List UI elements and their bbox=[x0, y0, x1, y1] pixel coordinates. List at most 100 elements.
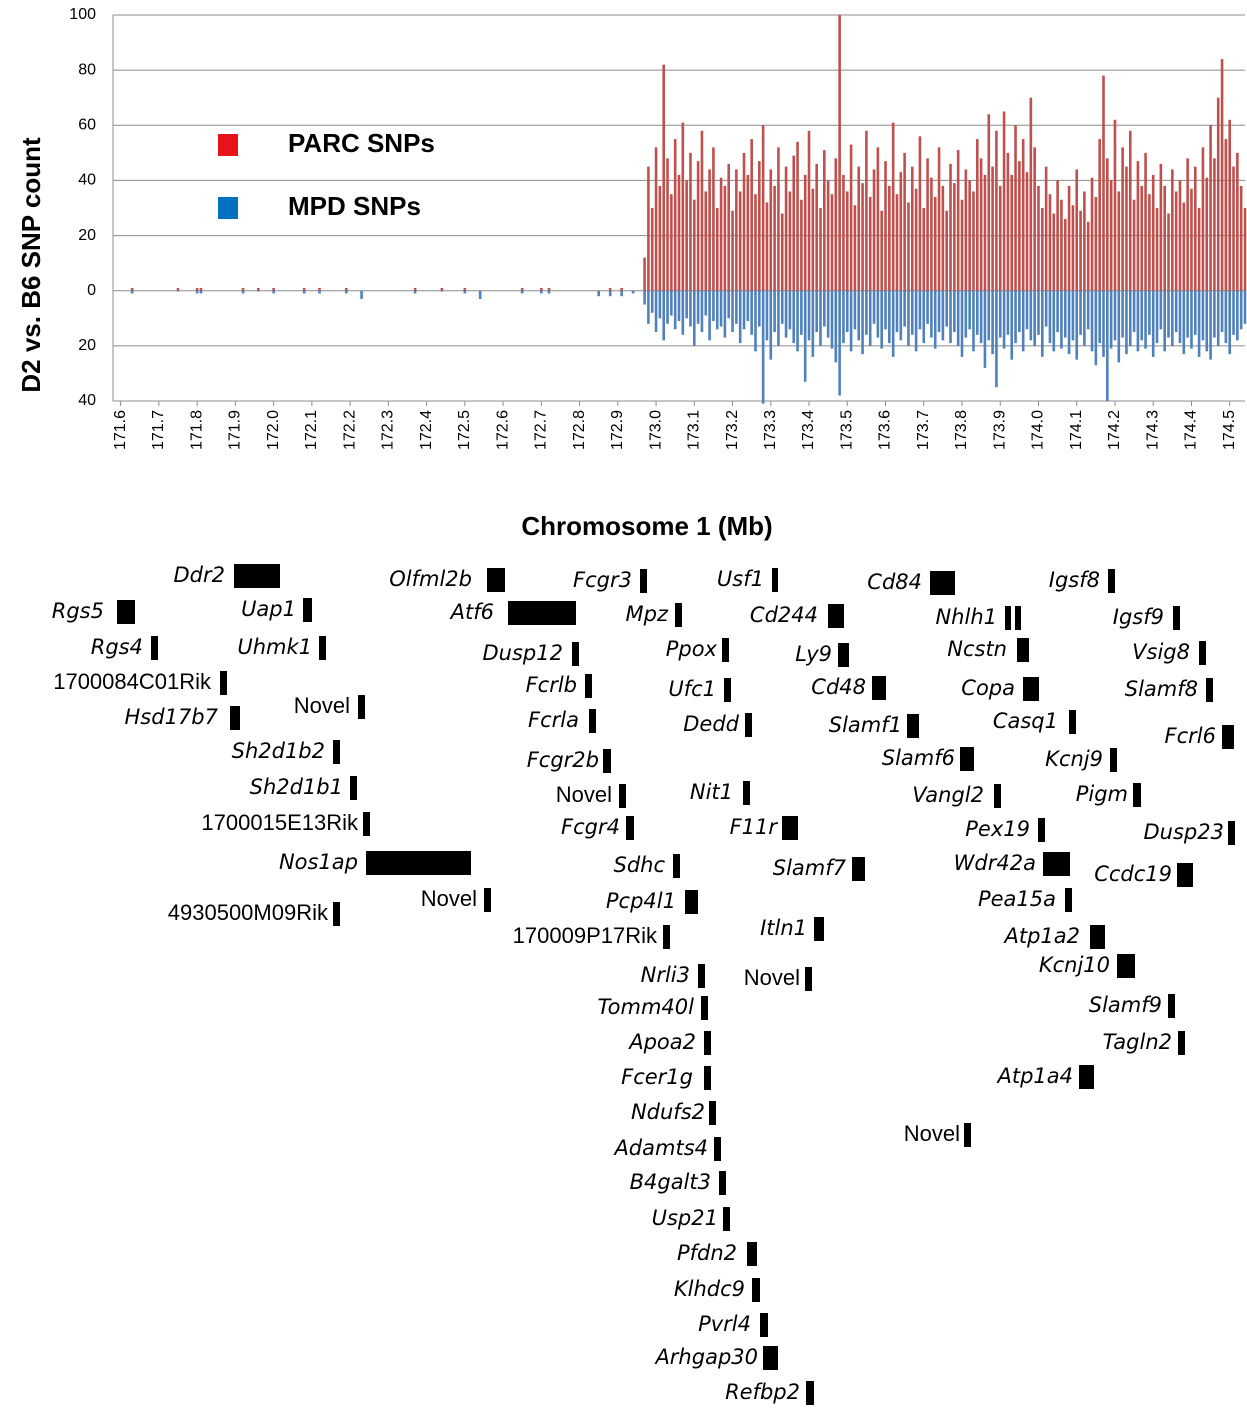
legend-label: PARC SNPs bbox=[288, 128, 435, 158]
x-tick-label: 174.4 bbox=[1183, 410, 1200, 450]
bar bbox=[1021, 139, 1025, 291]
bar bbox=[754, 290, 757, 352]
bar bbox=[956, 150, 960, 291]
gene-label: Mpz bbox=[626, 602, 669, 626]
x-tick-label: 171.9 bbox=[227, 410, 244, 450]
bar bbox=[1098, 139, 1101, 291]
bar bbox=[1136, 290, 1140, 352]
gene-label: B4galt3 bbox=[630, 1170, 711, 1194]
gene-label: Uhmk1 bbox=[237, 635, 312, 659]
bar bbox=[685, 180, 688, 291]
bar bbox=[1178, 290, 1182, 344]
gene-block bbox=[930, 571, 955, 595]
x-tick-label: 172.3 bbox=[380, 410, 397, 450]
bar bbox=[903, 152, 906, 291]
gene-block bbox=[1177, 863, 1193, 887]
gene-label: Vangl2 bbox=[912, 783, 984, 807]
gene-block bbox=[907, 714, 919, 738]
bar bbox=[1109, 180, 1113, 291]
bar bbox=[1056, 290, 1059, 333]
bar bbox=[1067, 290, 1071, 355]
bar bbox=[199, 290, 203, 294]
gene-label: Nrli3 bbox=[641, 963, 690, 987]
bar bbox=[987, 290, 991, 341]
bar bbox=[773, 185, 776, 291]
bar bbox=[1090, 177, 1094, 291]
bar bbox=[1121, 290, 1124, 338]
bar bbox=[715, 290, 719, 330]
gene-block bbox=[1090, 925, 1105, 949]
bar bbox=[903, 290, 906, 327]
bar bbox=[888, 185, 891, 291]
bar bbox=[746, 290, 750, 322]
bar bbox=[933, 196, 937, 291]
bar bbox=[689, 290, 692, 327]
bar bbox=[547, 287, 551, 291]
gene-label: Cd244 bbox=[750, 603, 818, 627]
bar bbox=[1209, 290, 1212, 360]
bar bbox=[1025, 290, 1029, 330]
gene-block bbox=[487, 568, 505, 592]
bar bbox=[895, 290, 899, 333]
bar bbox=[1079, 290, 1082, 335]
bar bbox=[723, 290, 727, 338]
y-tick-label: 40 bbox=[78, 392, 96, 409]
bar bbox=[727, 163, 731, 291]
bar bbox=[1052, 213, 1056, 291]
bar bbox=[872, 290, 876, 324]
bar bbox=[1109, 290, 1113, 349]
bar bbox=[1106, 158, 1109, 291]
gene-label: Slamf8 bbox=[1125, 677, 1198, 701]
gene-label: Uap1 bbox=[241, 597, 296, 621]
bar bbox=[1010, 174, 1014, 291]
bar bbox=[1224, 139, 1228, 291]
gene-label: Slamf1 bbox=[829, 713, 902, 737]
bar bbox=[685, 290, 688, 319]
bar bbox=[949, 163, 952, 291]
gene-block bbox=[704, 1066, 711, 1090]
bar bbox=[1044, 166, 1048, 291]
bar bbox=[800, 290, 803, 335]
bar bbox=[608, 287, 612, 291]
bar bbox=[712, 290, 715, 322]
x-tick-label: 173.4 bbox=[800, 410, 817, 450]
bar bbox=[865, 130, 868, 291]
gene-label: Cd84 bbox=[867, 570, 922, 594]
bar bbox=[658, 290, 662, 319]
bar bbox=[1052, 290, 1056, 352]
gene-block bbox=[1005, 606, 1011, 630]
gene-block bbox=[363, 812, 370, 836]
bar bbox=[1197, 290, 1201, 357]
bar bbox=[1071, 290, 1075, 341]
bar bbox=[784, 290, 788, 338]
bar bbox=[696, 161, 700, 291]
bar bbox=[930, 177, 933, 291]
bar bbox=[1216, 290, 1220, 346]
y-axis-title: D2 vs. B6 SNP count bbox=[16, 137, 46, 393]
x-axis-title: Chromosome 1 (Mb) bbox=[521, 511, 772, 541]
bar bbox=[1071, 205, 1075, 291]
gene-block bbox=[619, 784, 626, 808]
bar bbox=[463, 290, 467, 294]
bar bbox=[880, 290, 883, 349]
gene-label: 4930500M09Rik bbox=[168, 900, 329, 925]
bar bbox=[677, 290, 681, 322]
bar bbox=[195, 287, 199, 291]
gene-label: Fcrl6 bbox=[1165, 724, 1216, 748]
bar bbox=[953, 290, 956, 333]
bar bbox=[1209, 125, 1212, 291]
bar bbox=[318, 287, 321, 291]
gene-label: Fcgr2b bbox=[527, 748, 599, 772]
gene-label: Casq1 bbox=[993, 709, 1058, 733]
bar bbox=[876, 147, 880, 291]
bar bbox=[796, 141, 799, 291]
x-tick-label: 172.6 bbox=[494, 410, 511, 450]
bar bbox=[318, 290, 321, 294]
bar bbox=[1079, 210, 1082, 291]
gene-block bbox=[151, 636, 158, 660]
gene-block bbox=[589, 709, 596, 733]
bar bbox=[241, 290, 245, 294]
bar bbox=[700, 130, 704, 291]
bar bbox=[926, 158, 929, 291]
y-tick-label: 60 bbox=[78, 117, 96, 134]
